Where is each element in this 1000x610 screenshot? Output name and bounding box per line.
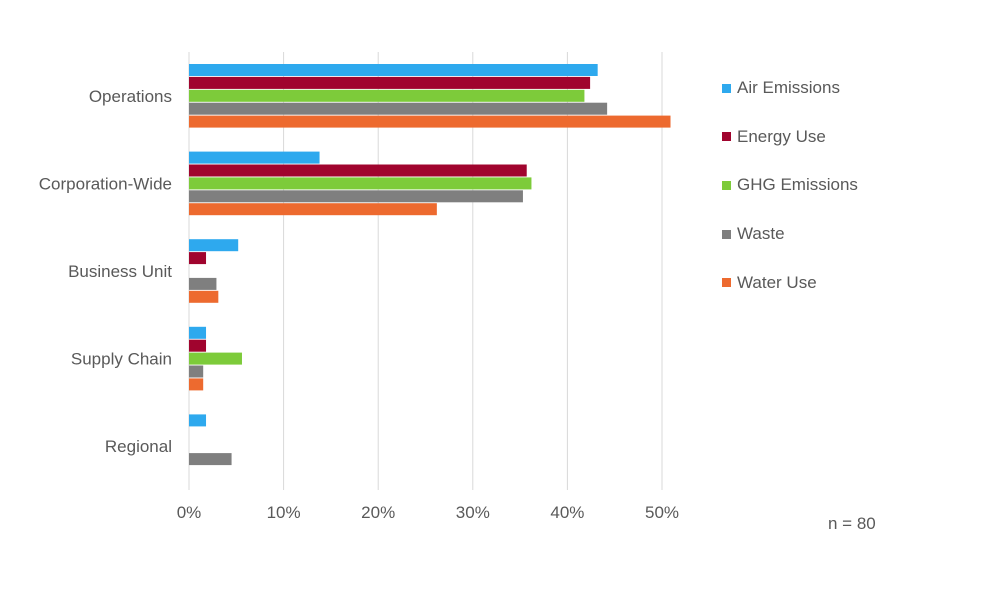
x-tick-label: 0% — [177, 503, 202, 522]
bar-energy-use — [189, 339, 207, 352]
bar-energy-use — [189, 76, 591, 89]
x-tick-label: 30% — [456, 503, 490, 522]
bar-energy-use — [189, 252, 207, 265]
bar-energy-use — [189, 164, 527, 177]
legend-swatch — [722, 132, 731, 142]
legend-item: Water Use — [722, 258, 992, 307]
x-tick-label: 50% — [645, 503, 679, 522]
x-axis-labels: 0% 10% 20% 30% 40% 50% — [177, 503, 679, 522]
legend-item: Waste — [722, 210, 992, 259]
legend-item: Energy Use — [722, 113, 992, 162]
x-tick-label: 20% — [361, 503, 395, 522]
legend-swatch — [722, 180, 731, 190]
bar-water-use — [189, 378, 204, 391]
bar-water-use — [189, 115, 671, 128]
bar-waste — [189, 365, 204, 378]
bars — [189, 64, 671, 466]
bar-air-emissions — [189, 239, 239, 252]
y-tick-label: Corporation-Wide — [39, 174, 172, 193]
legend-swatch — [722, 229, 731, 239]
y-tick-label: Supply Chain — [71, 350, 172, 369]
y-tick-label: Business Unit — [68, 262, 172, 281]
legend: Air Emissions Energy Use GHG Emissions Wast… — [722, 64, 992, 307]
y-tick-label: Operations — [89, 87, 172, 106]
bar-waste — [189, 277, 217, 290]
bar-waste — [189, 102, 608, 115]
legend-label: Water Use — [737, 272, 817, 292]
legend-item: Air Emissions — [722, 64, 992, 113]
bar-water-use — [189, 203, 437, 216]
bar-waste — [189, 453, 232, 466]
sample-size-note: n = 80 — [828, 514, 876, 533]
x-tick-label: 10% — [267, 503, 301, 522]
legend-label: Waste — [737, 224, 785, 244]
bar-ghg-emissions — [189, 352, 242, 365]
x-tick-label: 40% — [550, 503, 584, 522]
y-axis-labels: Operations Corporation-Wide Business Unit S… — [39, 87, 173, 456]
legend-label: Energy Use — [737, 126, 826, 146]
bar-ghg-emissions — [189, 177, 532, 190]
bar-waste — [189, 190, 523, 203]
legend-label: GHG Emissions — [737, 175, 858, 195]
bar-air-emissions — [189, 64, 598, 76]
bar-ghg-emissions — [189, 89, 585, 102]
bar-air-emissions — [189, 326, 207, 339]
legend-swatch — [722, 83, 731, 93]
legend-label: Air Emissions — [737, 78, 840, 98]
y-tick-label: Regional — [105, 437, 172, 456]
bar-air-emissions — [189, 151, 320, 164]
legend-item: GHG Emissions — [722, 161, 992, 210]
bar-water-use — [189, 290, 219, 303]
legend-swatch — [722, 278, 731, 288]
bar-air-emissions — [189, 414, 207, 427]
